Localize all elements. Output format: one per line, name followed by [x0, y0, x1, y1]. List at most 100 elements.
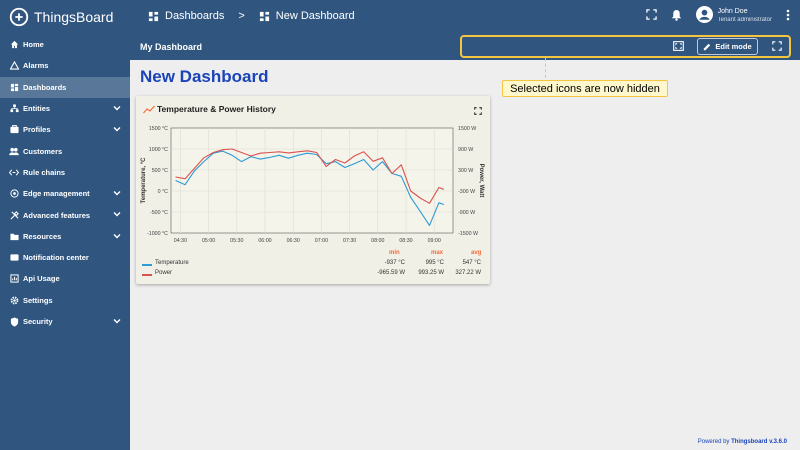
y-tick-label: 0 °C: [158, 189, 169, 195]
data-point-temperature: [184, 184, 186, 186]
data-point-temperature: [194, 170, 195, 172]
data-point-temperature: [316, 154, 318, 155]
footer-brand[interactable]: Thingsboard v.3.6.0: [731, 439, 787, 445]
annotation-callout: Selected icons are now hidden: [502, 80, 668, 97]
y2-axis-title: Power, Watt: [478, 164, 484, 198]
fit-screen-icon: [672, 41, 684, 51]
data-point-power: [443, 188, 444, 190]
sidebar-item-home[interactable]: Home: [0, 34, 130, 55]
data-point-temperature: [222, 150, 224, 152]
data-point-power: [325, 166, 327, 167]
avatar-icon: [695, 6, 713, 23]
rule-chains-icon: [9, 167, 19, 177]
chevron-down-icon: [113, 233, 121, 239]
chevron-down-icon: [113, 127, 121, 132]
data-point-temperature: [241, 161, 242, 162]
notification-icon: [9, 253, 19, 263]
y2-tick-label: 300 W: [458, 168, 473, 174]
data-point-power: [400, 164, 402, 166]
breadcrumb-separator: >: [238, 10, 245, 22]
series-line-power: [175, 148, 444, 204]
breadcrumb: Dashboards > New Dashboard: [148, 10, 355, 22]
legend-max: 995 °C: [425, 260, 444, 266]
top-right-controls: John Doe Tenant administrator: [645, 6, 790, 23]
sidebar-item-notification-center[interactable]: Notification center: [0, 247, 130, 268]
data-point-temperature: [429, 225, 430, 226]
sidebar-item-resources[interactable]: Resources: [0, 226, 130, 247]
x-tick-label: 09:00: [428, 238, 441, 244]
sidebar-item-entities[interactable]: Entities: [0, 98, 130, 119]
x-tick-label: 06:30: [287, 238, 300, 244]
data-point-temperature: [344, 167, 346, 168]
widget-fullscreen-icon[interactable]: [474, 107, 482, 115]
y2-tick-label: -1500 W: [458, 231, 478, 237]
app-logo[interactable]: ThingsBoard: [8, 6, 113, 28]
thingsboard-logo-icon: [9, 7, 29, 27]
data-point-power: [438, 187, 440, 188]
sidebar-item-settings[interactable]: Settings: [0, 290, 130, 311]
data-point-power: [429, 202, 430, 204]
y2-tick-label: -900 W: [458, 210, 475, 216]
widget-title: Temperature & Power History: [157, 104, 276, 114]
more-vert-icon[interactable]: [786, 9, 790, 21]
edit-mode-label: Edit mode: [715, 42, 752, 51]
sidebar-item-rule-chains[interactable]: Rule chains: [0, 162, 130, 183]
data-point-temperature: [410, 196, 412, 198]
data-point-power: [222, 149, 224, 151]
edit-mode-button[interactable]: Edit mode: [697, 38, 758, 55]
legend-header-avg: avg: [471, 250, 482, 256]
data-point-power: [335, 159, 336, 160]
sidebar-item-advanced-features[interactable]: Advanced features: [0, 204, 130, 225]
dashboard-toolbar: My Dashboard: [130, 34, 800, 60]
data-point-temperature: [372, 169, 374, 171]
legend-min: -965.59 W: [377, 270, 405, 276]
sidebar-item-profiles[interactable]: Profiles: [0, 119, 130, 140]
y-tick-label: -1000 °C: [147, 231, 168, 237]
settings-icon: [9, 295, 19, 305]
fullscreen-icon[interactable]: [645, 9, 657, 20]
sidebar-item-api-usage[interactable]: Api Usage: [0, 268, 130, 289]
data-point-temperature: [203, 161, 205, 162]
data-point-power: [278, 151, 280, 153]
user-name: John Doe: [717, 7, 748, 15]
dashboard-toolbar-title: My Dashboard: [140, 42, 203, 52]
data-point-power: [391, 173, 393, 174]
user-menu[interactable]: John Doe Tenant administrator: [695, 6, 772, 23]
data-point-power: [316, 152, 318, 153]
data-point-temperature: [335, 161, 336, 162]
data-point-power: [344, 162, 346, 164]
breadcrumb-root[interactable]: Dashboards: [165, 10, 225, 22]
x-tick-label: 05:30: [230, 238, 243, 244]
top-bar: ThingsBoard Dashboards > New Dashboard J…: [0, 0, 800, 34]
legend-row-temperature: Temperature -937 °C 995 °C 547 °C: [136, 260, 490, 270]
dashboards-icon: [9, 82, 19, 92]
dashboard-icon: [259, 11, 269, 21]
data-point-temperature: [363, 159, 365, 160]
data-point-temperature: [443, 204, 444, 205]
fit-to-screen-button[interactable]: [670, 38, 686, 54]
data-point-temperature: [353, 163, 355, 165]
notifications-bell-icon[interactable]: [671, 9, 682, 21]
plot-area: [170, 127, 454, 234]
sidebar-item-customers[interactable]: Customers: [0, 140, 130, 161]
line-chart-icon: [143, 105, 155, 114]
legend-header-max: max: [431, 250, 444, 256]
data-point-temperature: [259, 158, 261, 160]
data-point-power: [419, 197, 421, 199]
callout-connector: [545, 58, 546, 78]
legend-avg: 327.22 W: [455, 270, 481, 276]
sidebar-item-alarms[interactable]: Alarms: [0, 55, 130, 76]
y-tick-label: -500 °C: [150, 210, 168, 216]
sidebar-item-dashboards[interactable]: Dashboards: [0, 76, 130, 98]
data-point-power: [194, 167, 195, 169]
x-tick-label: 08:30: [399, 238, 412, 244]
data-point-power: [269, 152, 271, 153]
sidebar-item-security[interactable]: Security: [0, 311, 130, 332]
fullscreen-button[interactable]: [769, 38, 785, 54]
series-line-temperature: [175, 150, 444, 226]
data-point-temperature: [269, 157, 271, 158]
data-point-temperature: [175, 180, 177, 181]
legend-series-name: Temperature: [155, 260, 189, 266]
breadcrumb-current: New Dashboard: [275, 10, 355, 22]
sidebar-item-edge-management[interactable]: Edge management: [0, 183, 130, 204]
